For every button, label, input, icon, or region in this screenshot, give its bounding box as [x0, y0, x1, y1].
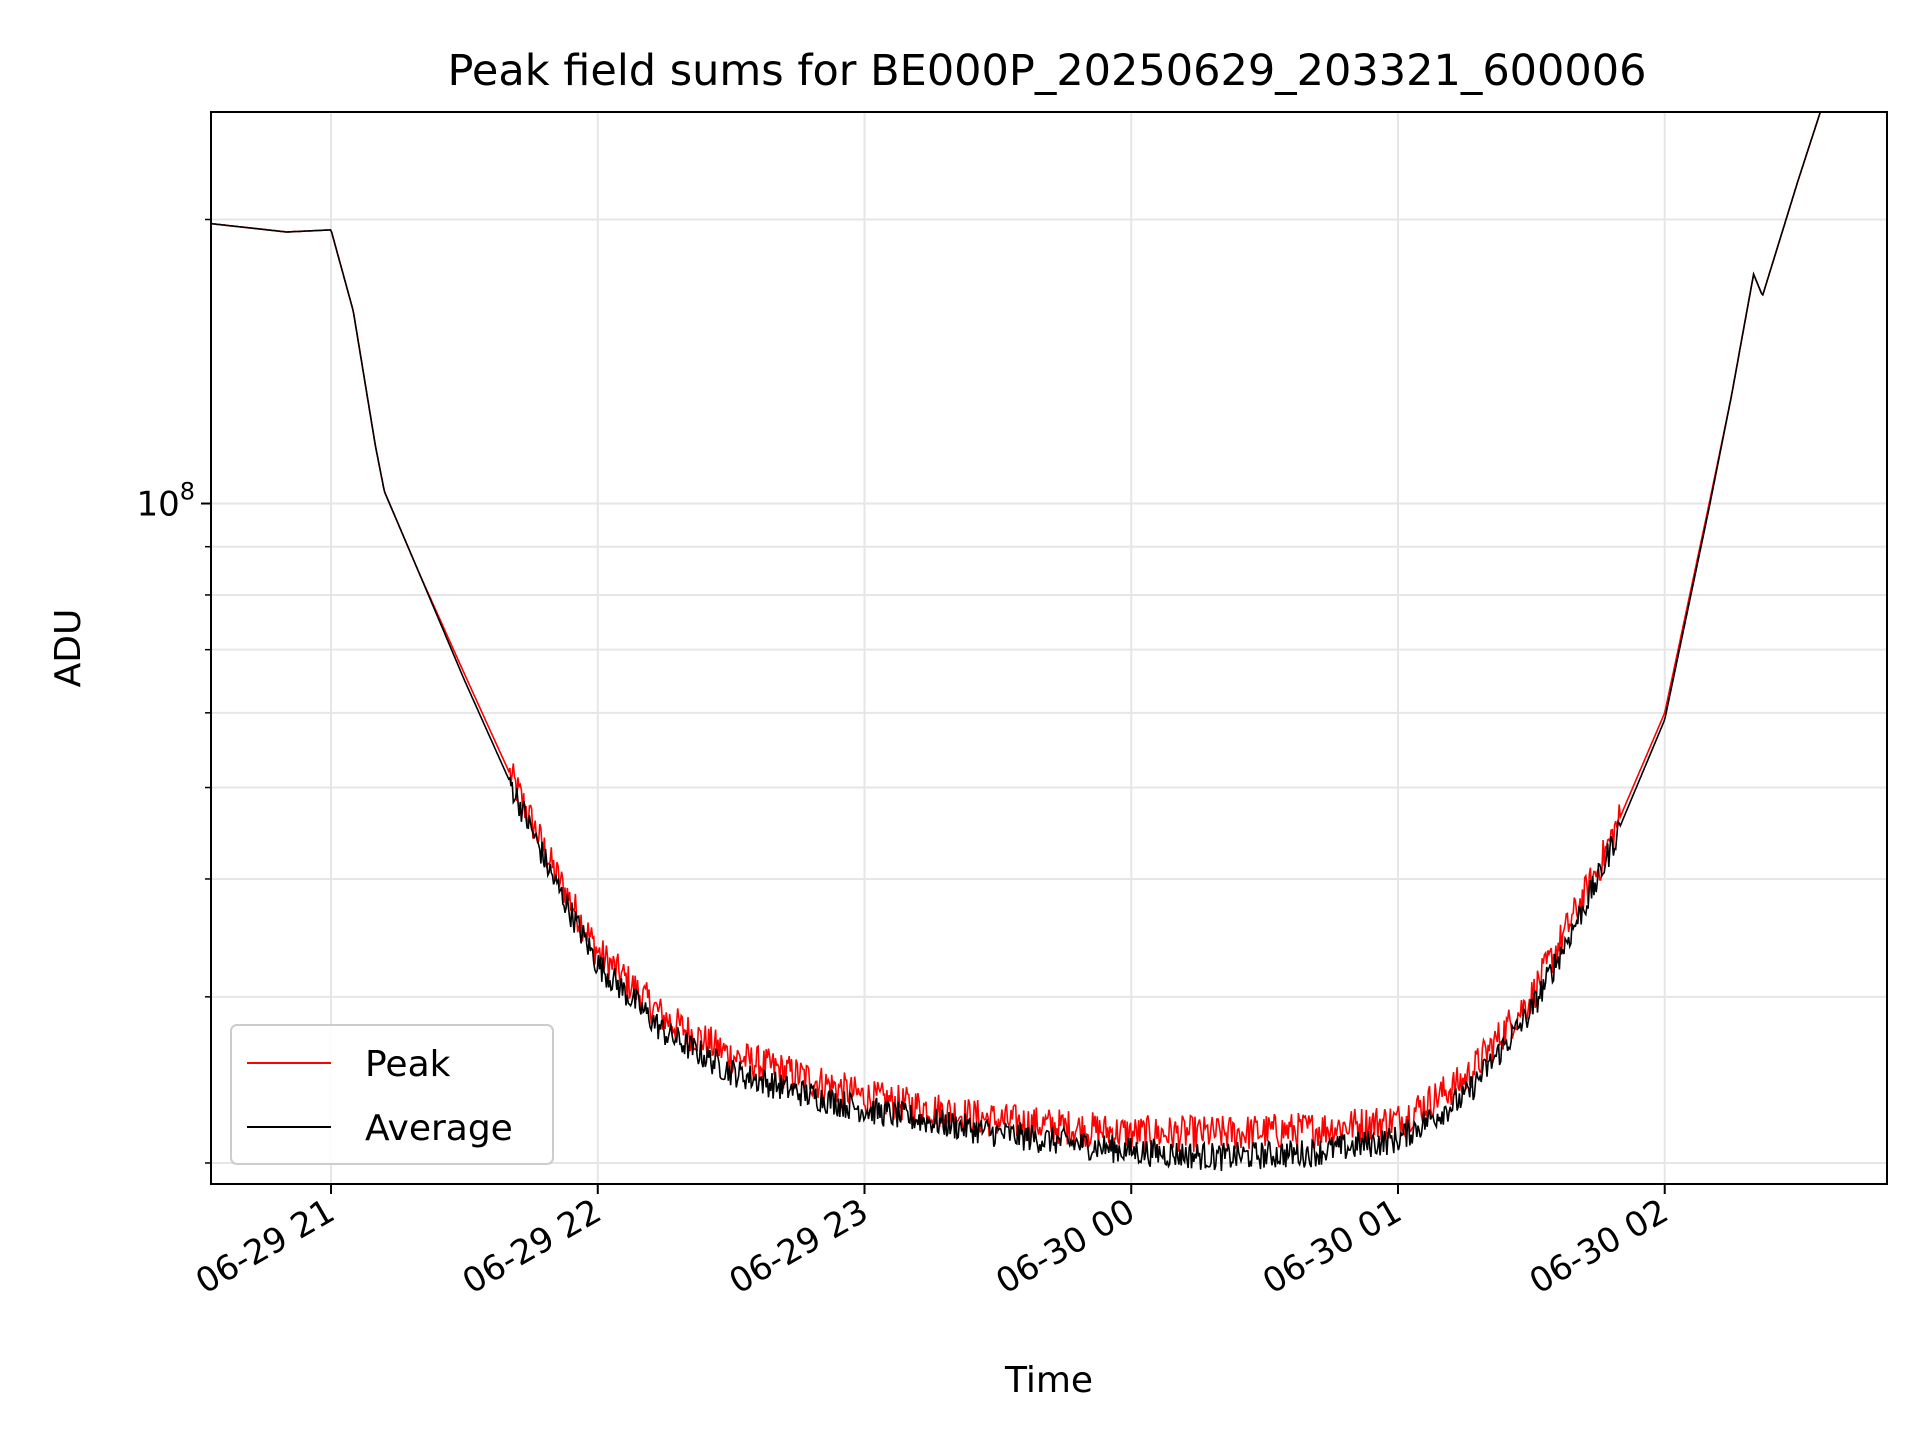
y-axis: 108 — [136, 218, 211, 1164]
legend: Peak Average — [230, 1024, 554, 1165]
y-axis-label: ADU — [48, 609, 89, 688]
legend-label-peak: Peak — [365, 1044, 451, 1085]
legend-box — [230, 1024, 554, 1165]
x-axis-label: Time — [1004, 1360, 1093, 1401]
series-line-peak — [211, 112, 1822, 1152]
plot-frame — [210, 111, 1888, 1185]
legend-label-average: Average — [365, 1108, 513, 1149]
series-layer — [211, 112, 1822, 1172]
chart-title: Peak field sums for BE000P_20250629_2033… — [448, 46, 1647, 96]
y-tick-exponent: 8 — [180, 478, 195, 506]
series-line-average — [211, 112, 1822, 1172]
y-tick-label: 108 — [136, 478, 195, 525]
y-tick-base: 10 — [136, 485, 179, 525]
